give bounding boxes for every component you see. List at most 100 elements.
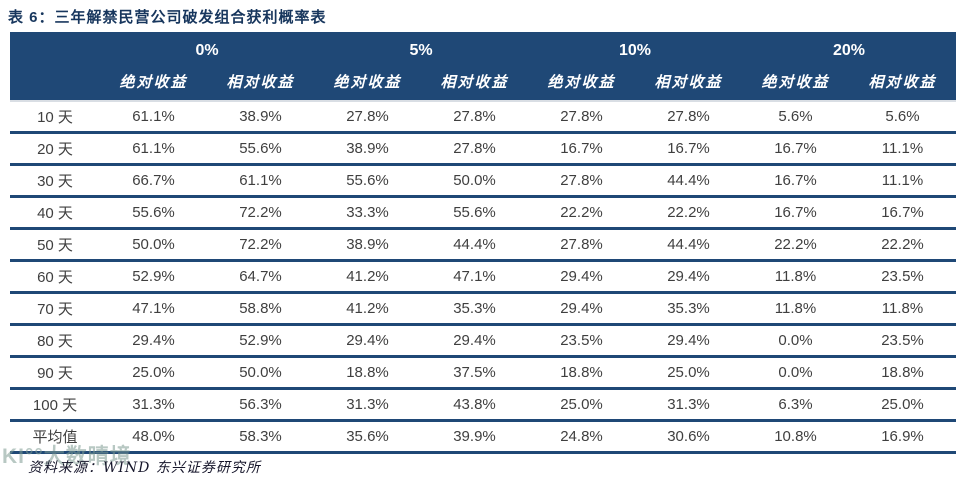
col-header-abs-return: 绝对收益 (742, 66, 849, 101)
cell-value: 55.6% (421, 196, 528, 230)
cell-value: 6.3% (742, 388, 849, 422)
cell-value: 5.6% (742, 100, 849, 134)
table-row: 70 天 47.1% 58.8% 41.2% 35.3% 29.4% 35.3% 11.8% 1… (10, 292, 956, 326)
cell-value: 27.8% (421, 132, 528, 166)
cell-value: 31.3% (635, 388, 742, 422)
cell-value: 22.2% (635, 196, 742, 230)
row-label: 70 天 (10, 292, 100, 326)
cell-value: 38.9% (314, 132, 421, 166)
cell-value: 27.8% (528, 164, 635, 198)
cell-value: 38.9% (207, 100, 314, 134)
cell-value: 64.7% (207, 260, 314, 294)
cell-value: 61.1% (207, 164, 314, 198)
cell-value: 24.8% (528, 420, 635, 454)
cell-value: 48.0% (100, 420, 207, 454)
row-label: 80 天 (10, 324, 100, 358)
col-header-rel-return: 相对收益 (635, 66, 742, 101)
group-header-10pct: 10% (528, 32, 742, 66)
cell-value: 5.6% (849, 100, 956, 134)
cell-value: 55.6% (207, 132, 314, 166)
cell-value: 43.8% (421, 388, 528, 422)
cell-value: 16.7% (635, 132, 742, 166)
cell-value: 29.4% (421, 324, 528, 358)
cell-value: 31.3% (314, 388, 421, 422)
cell-value: 33.3% (314, 196, 421, 230)
row-label: 平均值 (10, 420, 100, 454)
cell-value: 31.3% (100, 388, 207, 422)
cell-value: 18.8% (528, 356, 635, 390)
col-header-abs-return: 绝对收益 (314, 66, 421, 101)
cell-value: 35.3% (635, 292, 742, 326)
cell-value: 29.4% (314, 324, 421, 358)
cell-value: 29.4% (635, 260, 742, 294)
cell-value: 41.2% (314, 292, 421, 326)
cell-value: 22.2% (742, 228, 849, 262)
cell-value: 23.5% (849, 324, 956, 358)
corner-cell (10, 32, 100, 66)
cell-value: 29.4% (528, 292, 635, 326)
cell-value: 25.0% (849, 388, 956, 422)
row-label: 30 天 (10, 164, 100, 198)
row-label: 100 天 (10, 388, 100, 422)
column-group-row: 0% 5% 10% 20% (10, 32, 956, 66)
row-label: 50 天 (10, 228, 100, 262)
cell-value: 27.8% (314, 100, 421, 134)
cell-value: 58.8% (207, 292, 314, 326)
cell-value: 23.5% (528, 324, 635, 358)
cell-value: 25.0% (100, 356, 207, 390)
group-header-5pct: 5% (314, 32, 528, 66)
cell-value: 16.7% (742, 196, 849, 230)
group-header-0pct: 0% (100, 32, 314, 66)
cell-value: 16.7% (742, 164, 849, 198)
table-row: 40 天 55.6% 72.2% 33.3% 55.6% 22.2% 22.2% 16.7% 1… (10, 196, 956, 230)
table-row: 100 天 31.3% 56.3% 31.3% 43.8% 25.0% 31.3% 6.3% 2… (10, 388, 956, 422)
cell-value: 61.1% (100, 132, 207, 166)
cell-value: 35.6% (314, 420, 421, 454)
cell-value: 55.6% (100, 196, 207, 230)
table-row: 80 天 29.4% 52.9% 29.4% 29.4% 23.5% 29.4% 0.0% 23… (10, 324, 956, 358)
table-row: 20 天 61.1% 55.6% 38.9% 27.8% 16.7% 16.7% 16.7% 1… (10, 132, 956, 166)
cell-value: 11.1% (849, 132, 956, 166)
cell-value: 16.7% (528, 132, 635, 166)
cell-value: 11.8% (742, 260, 849, 294)
table-row: 30 天 66.7% 61.1% 55.6% 50.0% 27.8% 44.4% 16.7% 1… (10, 164, 956, 198)
table-body: 10 天 61.1% 38.9% 27.8% 27.8% 27.8% 27.8% 5.6% 5.… (10, 100, 956, 454)
cell-value: 0.0% (742, 356, 849, 390)
row-label: 60 天 (10, 260, 100, 294)
cell-value: 10.8% (742, 420, 849, 454)
table-header: 0% 5% 10% 20% 绝对收益 相对收益 绝对收益 相对收益 绝对收益 相… (10, 32, 956, 101)
cell-value: 25.0% (635, 356, 742, 390)
cell-value: 11.8% (849, 292, 956, 326)
cell-value: 72.2% (207, 228, 314, 262)
cell-value: 38.9% (314, 228, 421, 262)
cell-value: 56.3% (207, 388, 314, 422)
cell-value: 55.6% (314, 164, 421, 198)
cell-value: 58.3% (207, 420, 314, 454)
cell-value: 44.4% (421, 228, 528, 262)
col-header-rel-return: 相对收益 (207, 66, 314, 101)
table-title: 表 6：三年解禁民营公司破发组合获利概率表 (8, 9, 327, 26)
cell-value: 27.8% (635, 100, 742, 134)
cell-value: 41.2% (314, 260, 421, 294)
cell-value: 44.4% (635, 228, 742, 262)
cell-value: 52.9% (207, 324, 314, 358)
cell-value: 0.0% (742, 324, 849, 358)
profit-probability-table: 0% 5% 10% 20% 绝对收益 相对收益 绝对收益 相对收益 绝对收益 相… (10, 32, 956, 454)
cell-value: 29.4% (528, 260, 635, 294)
row-label: 10 天 (10, 100, 100, 134)
table-row: 60 天 52.9% 64.7% 41.2% 47.1% 29.4% 29.4% 11.8% 2… (10, 260, 956, 294)
cell-value: 16.7% (742, 132, 849, 166)
row-label: 40 天 (10, 196, 100, 230)
table-row: 平均值 48.0% 58.3% 35.6% 39.9% 24.8% 30.6% 10.8% 16… (10, 420, 956, 454)
col-header-abs-return: 绝对收益 (528, 66, 635, 101)
row-label: 20 天 (10, 132, 100, 166)
row-label: 90 天 (10, 356, 100, 390)
cell-value: 11.1% (849, 164, 956, 198)
cell-value: 22.2% (849, 228, 956, 262)
table-row: 50 天 50.0% 72.2% 38.9% 44.4% 27.8% 44.4% 22.2% 2… (10, 228, 956, 262)
cell-value: 16.7% (849, 196, 956, 230)
cell-value: 52.9% (100, 260, 207, 294)
col-header-rel-return: 相对收益 (849, 66, 956, 101)
cell-value: 29.4% (100, 324, 207, 358)
sub-header-row: 绝对收益 相对收益 绝对收益 相对收益 绝对收益 相对收益 绝对收益 相对收益 (10, 66, 956, 101)
